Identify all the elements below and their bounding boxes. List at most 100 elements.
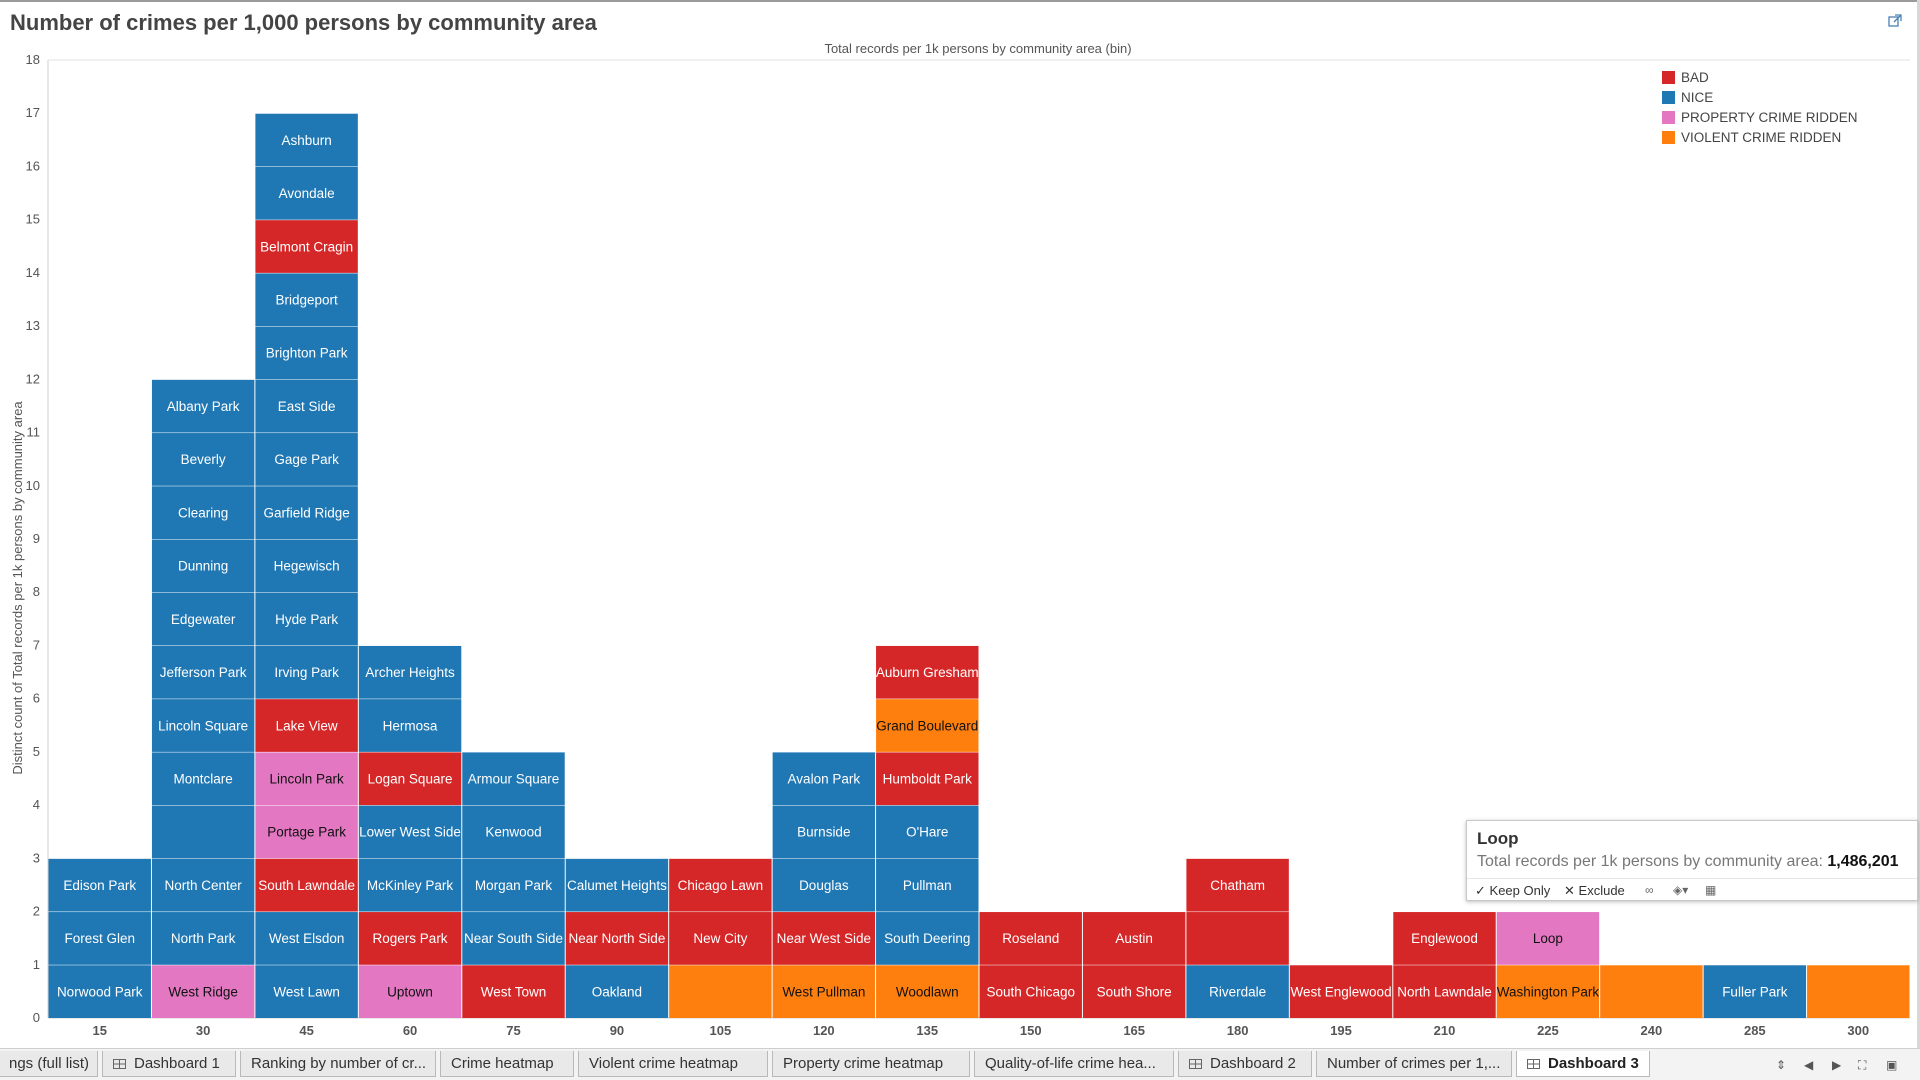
bar-segment[interactable]: Fuller Park — [1703, 965, 1807, 1018]
set-icon[interactable]: ◈▾ — [1673, 883, 1689, 897]
bar-segment[interactable]: Edgewater — [151, 592, 255, 646]
bar-segment[interactable]: Douglas — [772, 858, 876, 912]
sort-arrows-icon[interactable]: ⇕ — [1776, 1058, 1787, 1072]
bar-segment[interactable]: West Pullman — [772, 965, 876, 1018]
bar-segment[interactable]: Dunning — [151, 539, 255, 593]
bar-segment[interactable]: Norwood Park — [48, 965, 151, 1018]
bar-segment[interactable]: Hermosa — [358, 699, 462, 752]
legend-item[interactable]: BAD — [1662, 70, 1709, 85]
bar-segment[interactable]: Calumet Heights — [565, 858, 669, 912]
bar-segment[interactable]: Hyde Park — [255, 592, 358, 646]
bar-segment[interactable]: West Town — [462, 965, 565, 1018]
bar-segment[interactable]: Oakland — [565, 965, 669, 1018]
bar-segment[interactable]: Chicago Lawn — [669, 858, 772, 912]
bar-segment[interactable]: Near North Side — [565, 912, 669, 965]
bar-segment[interactable]: South Chicago — [979, 965, 1082, 1018]
sheet-tab[interactable]: Dashboard 2 — [1178, 1051, 1312, 1077]
sheet-tab[interactable]: Number of crimes per 1,... — [1316, 1051, 1512, 1077]
bar-segment[interactable]: East Side — [255, 379, 358, 433]
bar-segment[interactable]: Grand Boulevard — [876, 699, 979, 752]
bar-segment[interactable]: Lake View — [255, 699, 358, 752]
bar-segment[interactable]: Irving Park — [255, 645, 358, 699]
bar-segment[interactable]: South Deering — [876, 912, 979, 965]
sheet-tab[interactable]: Crime heatmap — [440, 1051, 574, 1077]
external-link-icon[interactable] — [1888, 14, 1902, 28]
bar-segment[interactable]: New City — [669, 912, 772, 965]
bar-segment[interactable] — [1807, 965, 1910, 1018]
prev-arrow-icon[interactable]: ◀ — [1804, 1058, 1814, 1072]
sheet-tab[interactable]: ngs (full list) — [0, 1051, 98, 1077]
bar-segment[interactable]: Lincoln Park — [255, 752, 358, 806]
bar-segment[interactable]: Jefferson Park — [151, 645, 255, 699]
bar-segment[interactable]: Beverly — [151, 433, 255, 486]
bar-segment[interactable]: South Shore — [1082, 965, 1186, 1018]
bar-segment[interactable]: Gage Park — [255, 433, 358, 486]
next-arrow-icon[interactable]: ▶ — [1832, 1058, 1842, 1072]
bar-segment[interactable]: Roseland — [979, 912, 1082, 965]
sheet-tab[interactable]: Violent crime heatmap — [578, 1051, 768, 1077]
bar-segment[interactable]: Portage Park — [255, 805, 358, 859]
bar-segment[interactable]: Woodlawn — [876, 965, 979, 1018]
bar-segment[interactable]: Armour Square — [462, 752, 565, 806]
exclude-button[interactable]: ✕ Exclude — [1564, 883, 1625, 899]
presentation-icon[interactable]: ▣ — [1886, 1058, 1898, 1072]
bar-segment[interactable]: O'Hare — [876, 805, 979, 859]
bar-segment[interactable]: Near South Side — [462, 912, 565, 965]
view-data-icon[interactable]: ▦ — [1705, 883, 1717, 897]
bar-segment[interactable]: Lower West Side — [358, 805, 462, 859]
legend-item[interactable]: NICE — [1662, 90, 1713, 105]
bar-segment[interactable]: McKinley Park — [358, 858, 462, 912]
legend-item[interactable]: VIOLENT CRIME RIDDEN — [1662, 130, 1841, 145]
keep-only-button[interactable]: ✓ Keep Only — [1475, 883, 1550, 899]
bar-segment[interactable]: West Elsdon — [255, 912, 358, 965]
fullscreen-icon[interactable]: ⛶ — [1858, 1058, 1867, 1072]
bar-segment[interactable]: Uptown — [358, 965, 462, 1018]
bar-segment[interactable]: Logan Square — [358, 752, 462, 806]
bar-segment[interactable]: Riverdale — [1186, 965, 1289, 1018]
bar-segment[interactable]: Avalon Park — [772, 752, 876, 806]
sheet-tab[interactable]: Property crime heatmap — [772, 1051, 970, 1077]
bar-segment[interactable]: Pullman — [876, 858, 979, 912]
legend-item[interactable]: PROPERTY CRIME RIDDEN — [1662, 110, 1858, 125]
bar-segment[interactable]: Hegewisch — [255, 539, 358, 593]
bar-segment[interactable]: Ashburn — [255, 113, 358, 167]
sheet-tab[interactable]: Ranking by number of cr... — [240, 1051, 436, 1077]
bar-segment[interactable]: Brighton Park — [255, 326, 358, 380]
bar-segment[interactable] — [1186, 912, 1289, 965]
bar-segment[interactable]: West Englewood — [1289, 965, 1393, 1018]
bar-segment[interactable]: Belmont Cragin — [255, 220, 358, 273]
paperclip-icon[interactable]: ∞ — [1645, 883, 1654, 897]
bar-segment[interactable]: Garfield Ridge — [255, 486, 358, 539]
bar-segment[interactable]: Morgan Park — [462, 858, 565, 912]
bar-segment[interactable]: Lincoln Square — [151, 699, 255, 752]
bar-segment[interactable]: Austin — [1082, 912, 1186, 965]
bar-segment[interactable]: Avondale — [255, 166, 358, 220]
bar-segment[interactable]: Near West Side — [772, 912, 876, 965]
sheet-tab[interactable]: Dashboard 3 — [1516, 1051, 1650, 1077]
bar-segment[interactable]: Loop — [1496, 912, 1600, 965]
bar-segment[interactable]: Edison Park — [48, 858, 151, 912]
bar-segment[interactable]: Montclare — [151, 752, 255, 806]
bar-segment[interactable]: Albany Park — [151, 379, 255, 433]
bar-segment[interactable]: Rogers Park — [358, 912, 462, 965]
bar-segment[interactable]: Chatham — [1186, 858, 1289, 912]
bar-segment[interactable]: West Lawn — [255, 965, 358, 1018]
bar-segment[interactable]: West Ridge — [151, 965, 255, 1018]
bar-segment[interactable]: South Lawndale — [255, 858, 358, 912]
bar-segment[interactable] — [1600, 965, 1703, 1018]
bar-segment[interactable]: Kenwood — [462, 805, 565, 859]
bar-segment[interactable]: Humboldt Park — [876, 752, 979, 806]
bar-segment[interactable]: Bridgeport — [255, 273, 358, 327]
bar-segment[interactable]: Archer Heights — [358, 645, 462, 699]
sheet-tab[interactable]: Quality-of-life crime hea... — [974, 1051, 1174, 1077]
bar-segment[interactable] — [669, 965, 772, 1018]
bar-segment[interactable]: Forest Glen — [48, 912, 151, 965]
bar-segment[interactable] — [151, 805, 255, 859]
bar-segment[interactable]: Auburn Gresham — [876, 645, 979, 699]
bar-segment[interactable]: North Center — [151, 858, 255, 912]
bar-segment[interactable]: Burnside — [772, 805, 876, 859]
bar-segment[interactable]: Washington Park — [1496, 965, 1600, 1018]
bar-segment[interactable]: Clearing — [151, 486, 255, 539]
bar-segment[interactable]: North Lawndale — [1393, 965, 1496, 1018]
bar-segment[interactable]: Englewood — [1393, 912, 1496, 965]
